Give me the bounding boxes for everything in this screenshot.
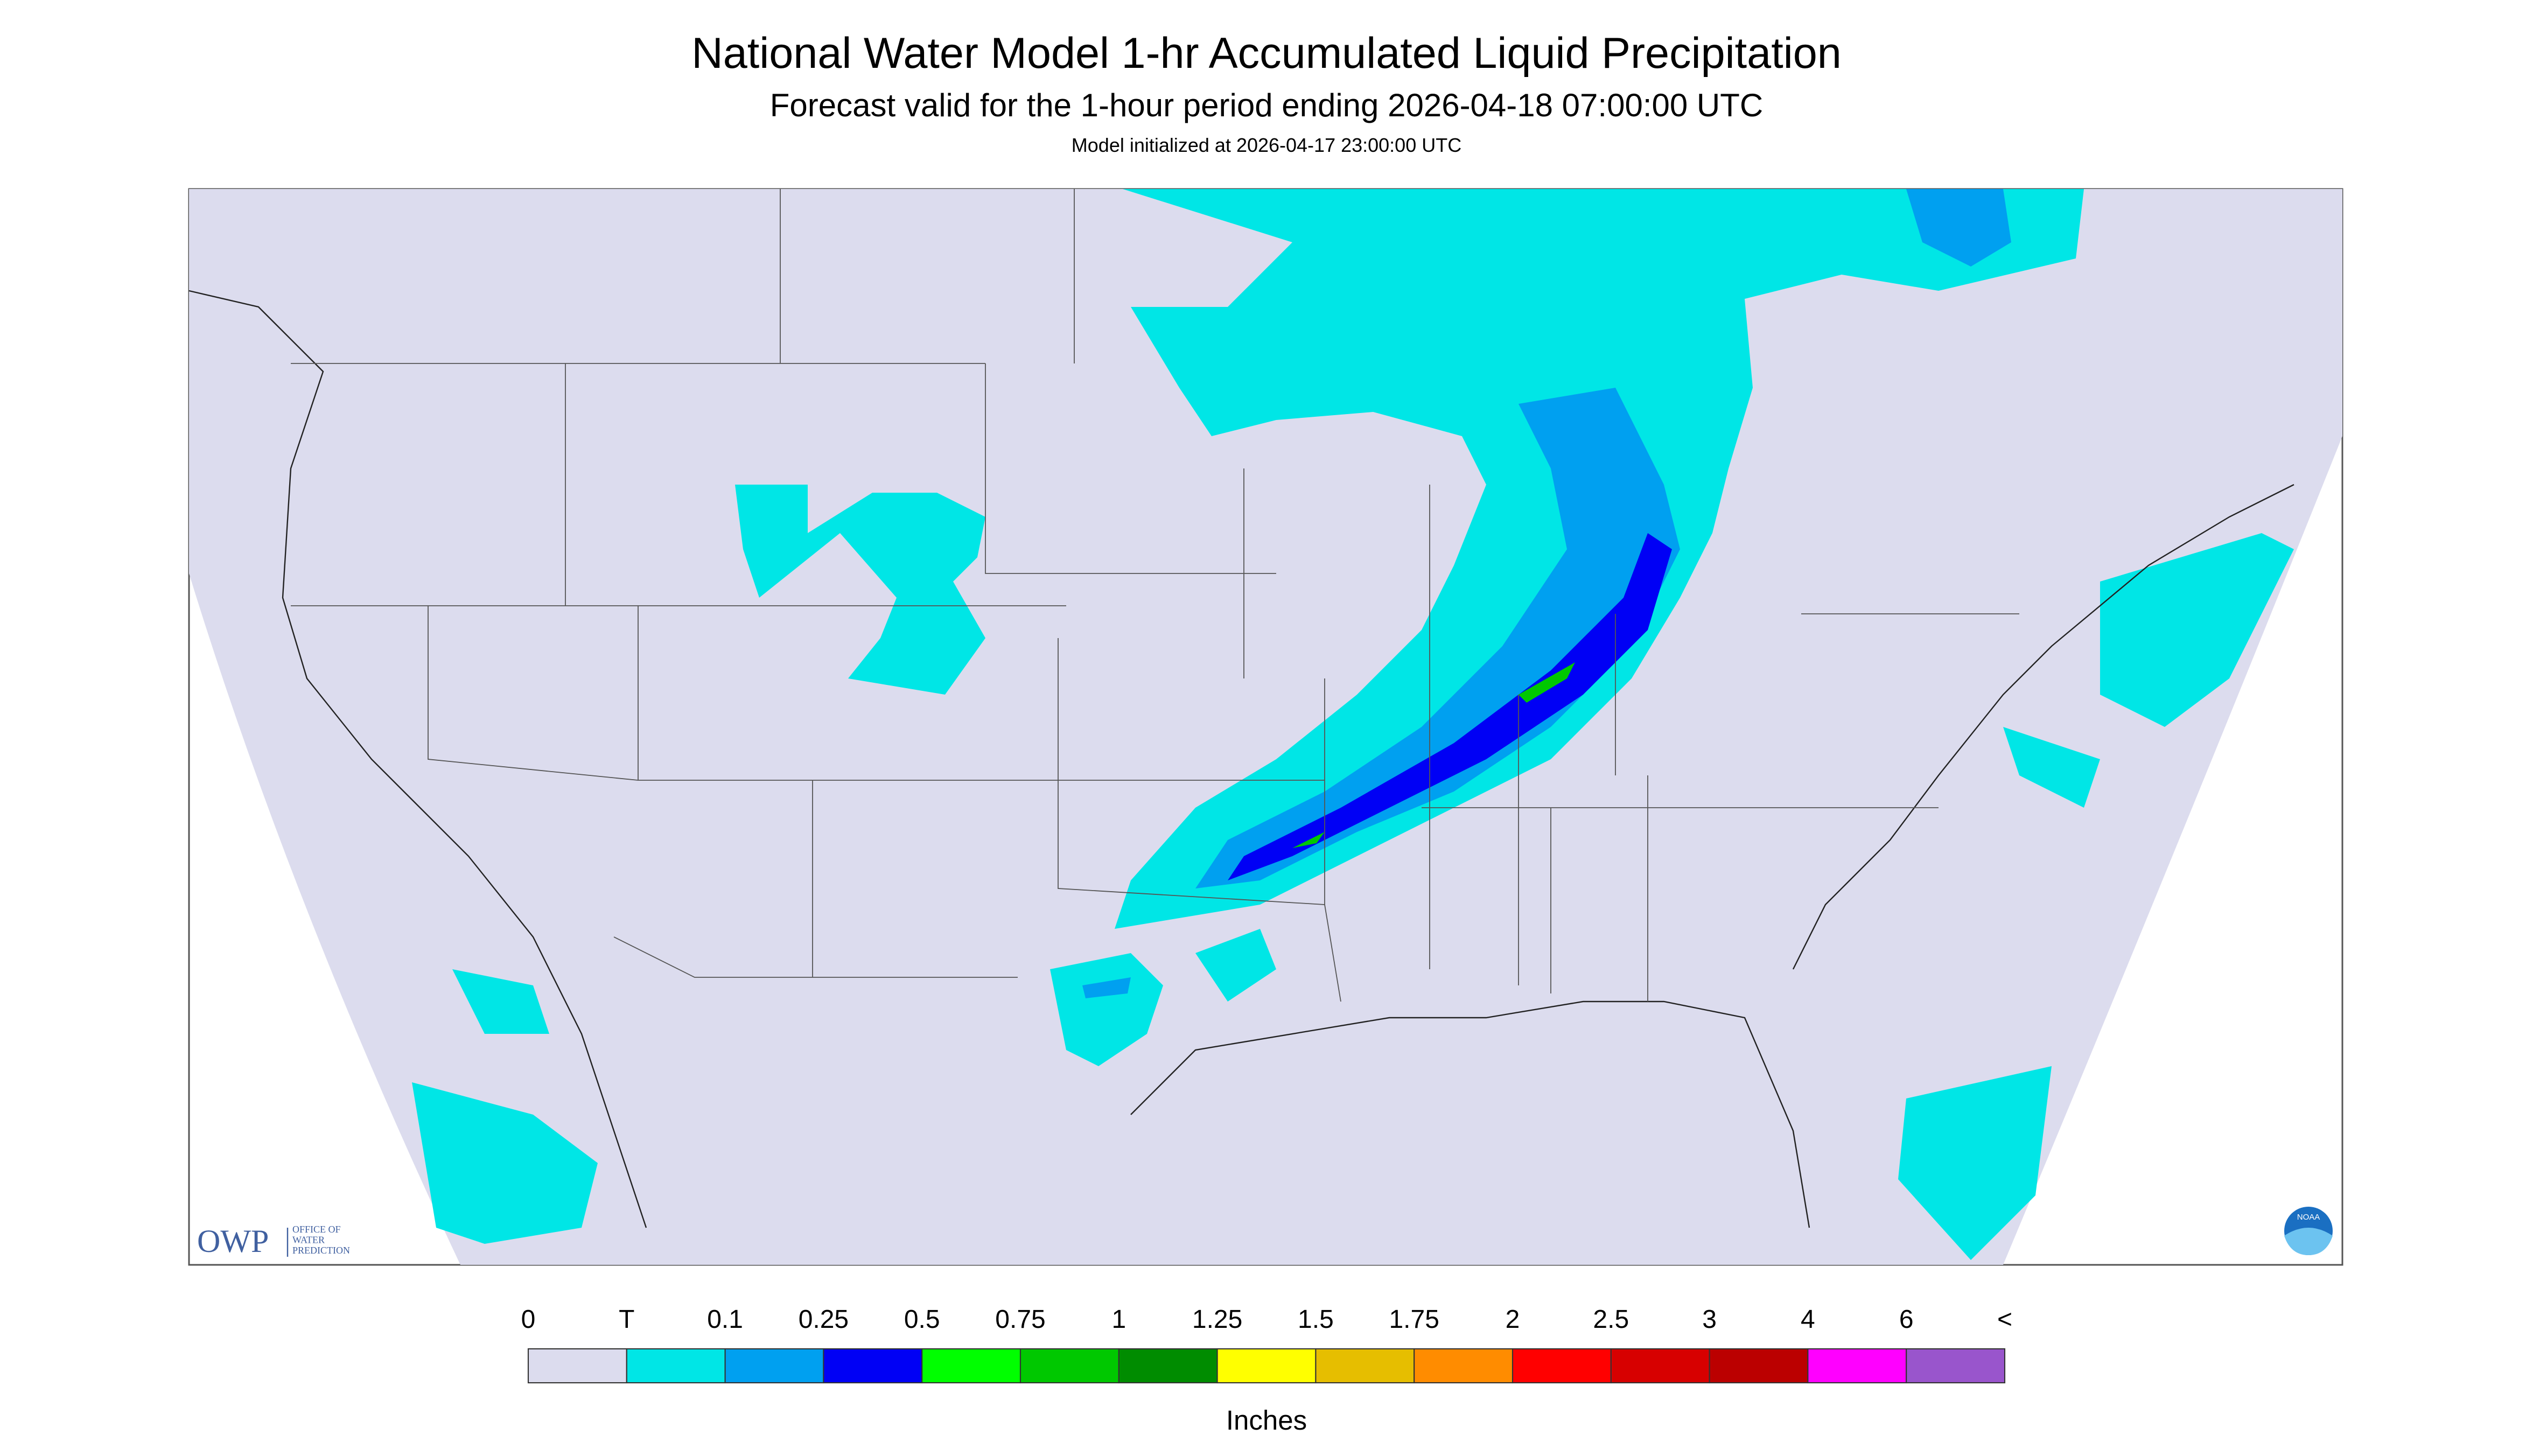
legend-label: 0.1 bbox=[707, 1305, 743, 1334]
legend-label: 0 bbox=[521, 1305, 536, 1334]
legend-label: 0.25 bbox=[799, 1305, 849, 1334]
legend-label: 2.5 bbox=[1593, 1305, 1629, 1334]
model-domain bbox=[189, 189, 2342, 1265]
legend-label: 6 bbox=[1899, 1305, 1914, 1334]
legend-swatch bbox=[1118, 1348, 1218, 1384]
legend-swatch bbox=[1019, 1348, 1119, 1384]
legend-swatch bbox=[1709, 1348, 1809, 1384]
coastline bbox=[1130, 484, 2294, 1228]
legend-swatch bbox=[921, 1348, 1021, 1384]
legend-label: T bbox=[619, 1305, 634, 1334]
legend-swatch bbox=[1807, 1348, 1907, 1384]
legend-label: 1 bbox=[1111, 1305, 1126, 1334]
state-borders bbox=[291, 189, 2019, 1002]
legend-units: Inches bbox=[1226, 1405, 1307, 1436]
legend-label: 4 bbox=[1801, 1305, 1815, 1334]
legend-swatch bbox=[626, 1348, 726, 1384]
noaa-text: NOAA bbox=[2297, 1213, 2320, 1222]
owp-text: WATER bbox=[292, 1235, 325, 1245]
legend-label: 1.5 bbox=[1298, 1305, 1334, 1334]
legend-swatch bbox=[1315, 1348, 1415, 1384]
legend-swatch bbox=[724, 1348, 824, 1384]
legend: 0 T 0.1 0.25 0.5 0.75 1 1.25 1.5 1.75 2 2.5 3 4 6 < bbox=[521, 1305, 2012, 1384]
legend-swatch bbox=[1414, 1348, 1514, 1384]
legend-swatch bbox=[1216, 1348, 1317, 1384]
legend-swatch bbox=[1610, 1348, 1710, 1384]
legend-swatch bbox=[1906, 1348, 2006, 1384]
init-time: Model initialized at 2026-04-17 23:00:00… bbox=[1072, 134, 1461, 156]
legend-label: 0.5 bbox=[904, 1305, 940, 1334]
title: National Water Model 1-hr Accumulated Li… bbox=[691, 29, 1842, 78]
legend-label: < bbox=[1997, 1305, 2012, 1334]
legend-label: 1.75 bbox=[1389, 1305, 1439, 1334]
legend-swatch bbox=[1512, 1348, 1612, 1384]
owp-logo: OWP bbox=[197, 1223, 269, 1259]
legend-label: 1.25 bbox=[1192, 1305, 1242, 1334]
legend-label: 0.75 bbox=[995, 1305, 1045, 1334]
coastline bbox=[188, 290, 647, 1228]
precip bbox=[412, 189, 2294, 1261]
legend-label: 2 bbox=[1506, 1305, 1520, 1334]
owp-text: OFFICE OF bbox=[292, 1224, 341, 1235]
legend-label: 3 bbox=[1702, 1305, 1717, 1334]
legend-swatch bbox=[823, 1348, 923, 1384]
subtitle: Forecast valid for the 1-hour period end… bbox=[770, 87, 1763, 123]
legend-swatch bbox=[527, 1348, 627, 1384]
owp-text: PREDICTION bbox=[292, 1245, 350, 1256]
